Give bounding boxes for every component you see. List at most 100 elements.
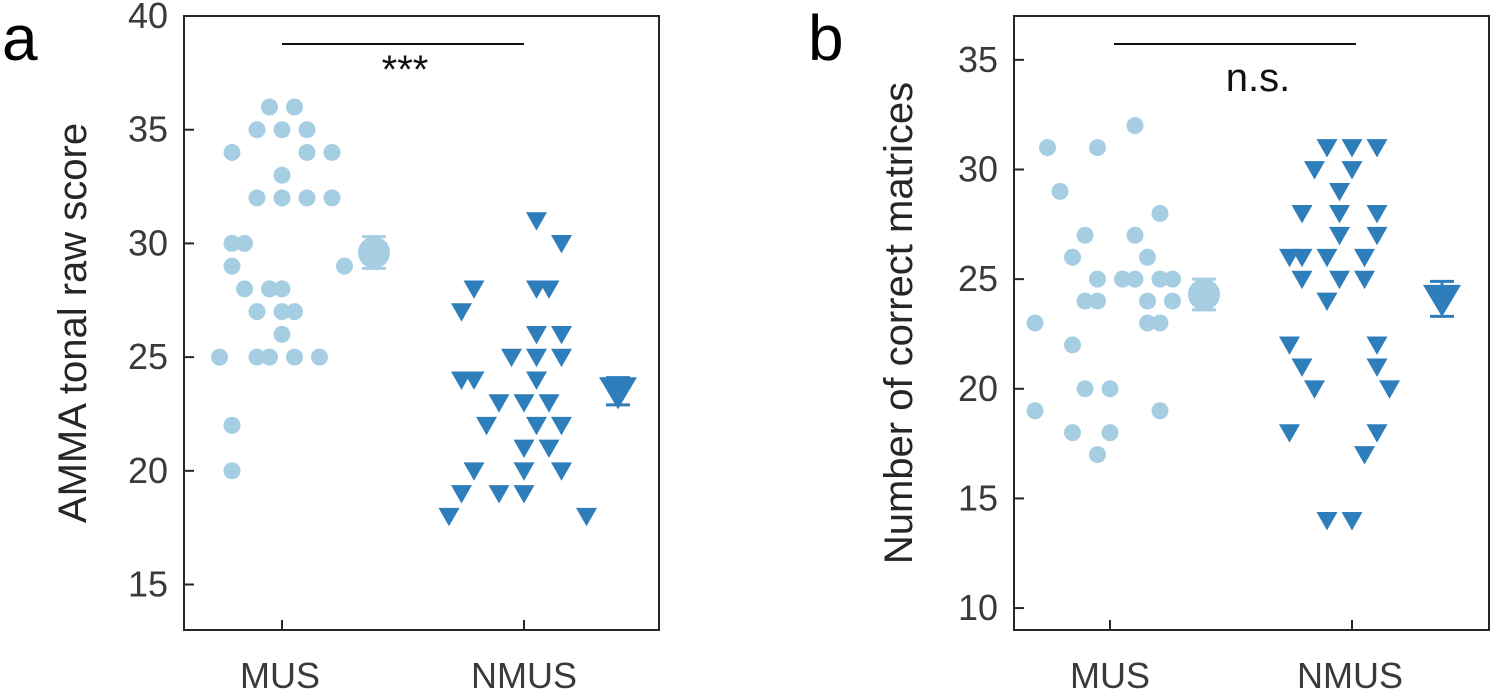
data-point-triangle	[538, 394, 560, 413]
panel-b: b Number of correct matrices n.s. 10 15 20…	[808, 2, 1490, 694]
data-point-circle	[311, 348, 328, 366]
data-point-circle	[261, 98, 278, 116]
marks-b	[1026, 117, 1461, 531]
y-tick-label: 40	[128, 0, 168, 36]
data-point-triangle	[1279, 336, 1300, 355]
data-point-circle	[273, 303, 291, 321]
data-point-circle	[1126, 226, 1144, 244]
y-tick-label: 30	[958, 149, 998, 190]
data-point-circle	[248, 121, 266, 139]
data-point-triangle	[538, 280, 560, 299]
data-point-circle	[273, 121, 291, 139]
data-point-triangle	[1341, 511, 1363, 531]
data-point-triangle	[513, 394, 535, 413]
data-point-circle	[1064, 336, 1081, 354]
data-point-circle	[1064, 424, 1081, 442]
data-point-circle	[236, 280, 253, 298]
data-point-triangle	[463, 280, 485, 299]
data-point-triangle	[1316, 292, 1338, 312]
data-point-circle	[1151, 402, 1169, 420]
data-point-circle	[1051, 182, 1069, 200]
data-point-circle	[298, 189, 316, 207]
data-point-triangle	[1329, 226, 1350, 246]
data-point-triangle	[551, 416, 572, 436]
data-point-triangle	[526, 416, 547, 436]
data-point-triangle	[526, 212, 547, 231]
data-point-triangle	[1329, 204, 1350, 224]
data-point-triangle	[451, 485, 472, 504]
data-point-triangle	[1291, 358, 1313, 377]
data-point-circle	[211, 348, 228, 366]
data-point-triangle	[538, 439, 560, 459]
data-point-circle	[1114, 270, 1131, 288]
data-point-triangle	[438, 507, 460, 527]
data-point-circle	[1139, 248, 1156, 266]
x-tick-label-nmus-a: NMUS	[471, 655, 577, 694]
data-point-triangle	[551, 348, 572, 368]
data-point-circle	[323, 143, 341, 161]
data-point-circle	[273, 189, 291, 207]
data-point-triangle	[501, 348, 522, 368]
y-tick-label: 25	[958, 258, 998, 299]
panel-letter-b: b	[808, 2, 844, 74]
y-axis-title-b: Number of correct matrices	[877, 82, 921, 564]
y-tick-label: 15	[958, 477, 998, 518]
data-point-triangle	[1304, 380, 1325, 399]
data-point-triangle	[576, 507, 597, 527]
mean-marker	[358, 236, 390, 269]
data-point-circle	[1076, 292, 1094, 310]
data-point-triangle	[463, 371, 485, 390]
data-point-circle	[1139, 292, 1156, 310]
data-point-triangle	[1366, 336, 1388, 355]
x-tick-label-mus-a: MUS	[240, 655, 320, 694]
y-axis-title-a: AMMA tonal raw score	[51, 123, 95, 523]
data-point-triangle	[551, 325, 572, 345]
data-point-triangle	[1291, 204, 1313, 224]
y-tick-label: 35	[128, 109, 168, 150]
data-point-triangle	[488, 394, 510, 413]
data-point-circle	[1064, 248, 1081, 266]
data-point-triangle	[1279, 424, 1300, 443]
data-point-triangle	[1354, 248, 1375, 268]
data-point-triangle	[451, 303, 472, 322]
y-tick-label: 15	[128, 564, 168, 605]
data-point-circle	[1026, 314, 1044, 332]
y-tick-label: 35	[958, 39, 998, 80]
data-point-circle	[286, 98, 303, 116]
data-point-triangle	[1304, 161, 1325, 180]
data-point-triangle	[1366, 226, 1388, 246]
y-ticks-b: 10 15 20 25 30 35	[958, 39, 1353, 630]
data-point-circle	[1151, 314, 1169, 332]
data-point-circle	[248, 348, 266, 366]
data-point-circle	[1076, 226, 1094, 244]
data-point-triangle	[1329, 183, 1350, 202]
data-point-triangle	[1341, 161, 1363, 180]
data-point-circle	[273, 280, 291, 298]
y-tick-label: 30	[128, 222, 168, 263]
data-point-circle	[261, 348, 278, 366]
data-point-triangle	[1291, 248, 1313, 268]
mean-marker	[1423, 284, 1461, 317]
data-point-circle	[298, 143, 316, 161]
data-point-circle	[1164, 270, 1181, 288]
data-point-circle	[223, 234, 241, 252]
data-point-circle	[273, 325, 291, 343]
data-point-triangle	[1366, 358, 1388, 377]
data-point-circle	[1151, 270, 1169, 288]
data-point-circle	[1126, 117, 1144, 135]
data-point-circle	[1089, 270, 1106, 288]
data-point-triangle	[1316, 511, 1338, 531]
data-point-circle	[286, 348, 303, 366]
data-point-circle	[223, 257, 241, 275]
data-point-circle	[1101, 380, 1119, 398]
data-point-triangle	[1341, 139, 1363, 158]
data-point-triangle	[1291, 270, 1313, 290]
panel-a: a AMMA tonal raw score *** 152025303540 …	[2, 0, 660, 694]
data-point-triangle	[513, 439, 535, 459]
mean-marker	[1188, 278, 1220, 311]
data-point-triangle	[551, 462, 572, 481]
data-point-triangle	[1316, 139, 1338, 158]
data-point-triangle	[1329, 270, 1350, 290]
data-point-circle	[298, 121, 316, 139]
